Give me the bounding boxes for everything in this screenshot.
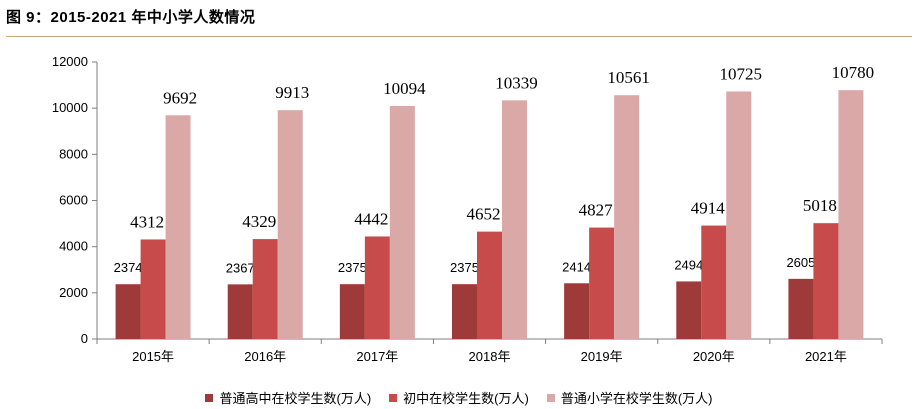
data-label: 2367 (226, 260, 255, 275)
bar (389, 105, 415, 340)
x-tick-label: 2017年 (356, 349, 398, 364)
data-label: 4652 (467, 205, 501, 224)
data-label: 4329 (242, 212, 276, 231)
y-tick-label: 0 (81, 331, 88, 346)
x-tick-label: 2019年 (581, 349, 623, 364)
x-tick-label: 2018年 (469, 349, 511, 364)
bar (726, 91, 752, 340)
bar (140, 239, 166, 339)
bar (165, 115, 191, 339)
data-label: 9692 (163, 88, 197, 107)
legend-label-high-school: 普通高中在校学生数(万人) (219, 391, 372, 406)
data-label: 2494 (674, 257, 703, 272)
y-tick-label: 12000 (52, 54, 88, 69)
data-label: 4312 (130, 212, 164, 231)
legend-swatch-middle-school (389, 393, 398, 402)
bar (589, 227, 615, 339)
data-label: 2414 (562, 259, 591, 274)
chart-title: 图 9：2015-2021 年中小学人数情况 (6, 9, 256, 26)
title-divider (6, 36, 912, 37)
data-label: 2374 (114, 260, 143, 275)
data-label: 2375 (450, 260, 479, 275)
data-label: 5018 (803, 196, 837, 215)
chart-legend: 普通高中在校学生数(万人) 初中在校学生数(万人) 普通小学在校学生数(万人) (0, 388, 918, 407)
bar (614, 95, 640, 339)
bar (277, 110, 303, 339)
legend-swatch-primary-school (546, 393, 555, 402)
data-label: 9913 (275, 83, 309, 102)
bar (477, 231, 502, 339)
bar-chart: 0 2000 4000 6000 8000 10000 12000 2374 4312 9692 2… (52, 54, 883, 364)
bar (115, 284, 141, 339)
bar (364, 236, 390, 339)
legend-label-middle-school: 初中在校学生数(万人) (403, 391, 529, 406)
bar (452, 284, 477, 339)
legend-item-middle-school: 初中在校学生数(万人) (389, 388, 529, 407)
bar (564, 283, 590, 339)
legend-label-primary-school: 普通小学在校学生数(万人) (560, 391, 713, 406)
x-tick-label: 2020年 (693, 349, 735, 364)
bar (788, 278, 814, 339)
x-tick-label: 2021年 (805, 349, 847, 364)
bar (676, 281, 702, 339)
data-label: 4442 (354, 209, 388, 228)
y-tick-label: 10000 (52, 100, 88, 115)
y-tick-label: 2000 (59, 285, 88, 300)
bar (701, 225, 727, 339)
data-label: 4827 (579, 201, 614, 220)
legend-item-primary-school: 普通小学在校学生数(万人) (546, 388, 713, 407)
data-label: 10780 (832, 63, 875, 82)
legend-item-high-school: 普通高中在校学生数(万人) (205, 388, 371, 407)
data-label: 10094 (383, 79, 426, 98)
x-tick-label: 2015年 (132, 349, 174, 364)
data-label: 10561 (607, 68, 650, 87)
data-label: 10339 (495, 73, 538, 92)
bar (502, 100, 527, 339)
data-label: 10725 (720, 64, 763, 83)
x-tick-label: 2016年 (244, 349, 286, 364)
bar (339, 284, 365, 339)
data-label: 4914 (691, 199, 726, 218)
legend-swatch-high-school (205, 393, 214, 402)
y-tick-label: 4000 (59, 239, 88, 254)
data-label: 2605 (786, 255, 815, 270)
bar (813, 223, 839, 339)
data-label: 2375 (338, 260, 367, 275)
bar (227, 284, 253, 339)
y-tick-label: 6000 (59, 193, 88, 208)
bar (252, 239, 278, 339)
bar (838, 90, 864, 339)
y-tick-label: 8000 (59, 146, 88, 161)
